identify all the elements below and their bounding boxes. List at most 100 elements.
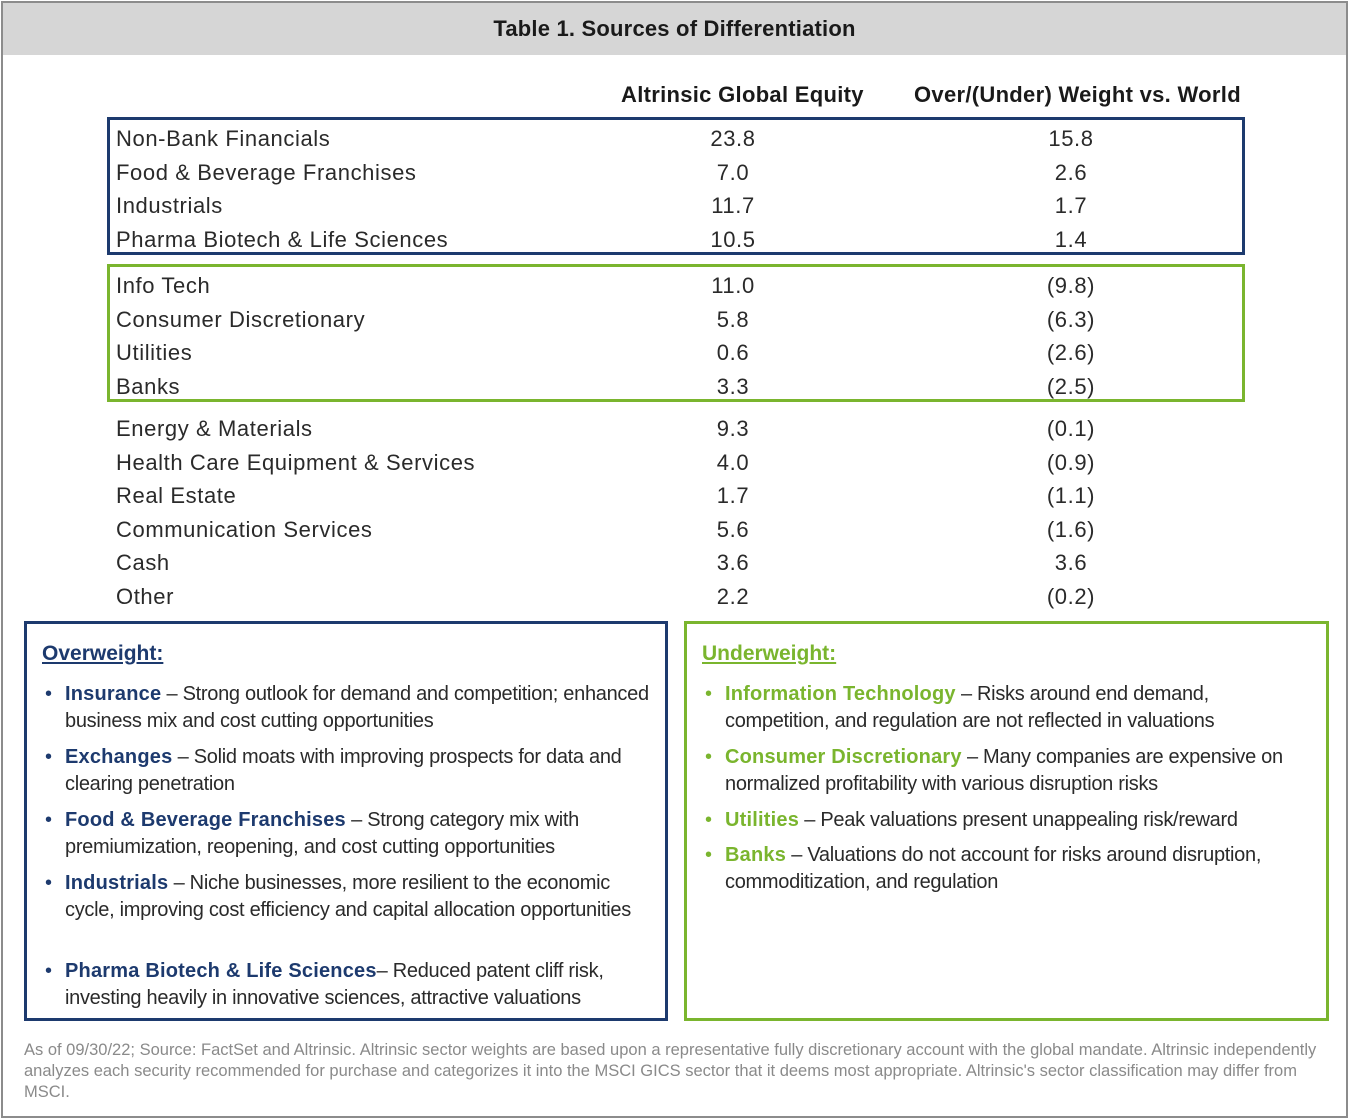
list-item: • Insurance – Strong outlook for demand a… (45, 681, 655, 735)
portfolio-weight: 4.0 (716, 450, 750, 475)
portfolio-weight: 3.6 (716, 550, 750, 575)
underweight-heading: Underweight: (702, 642, 837, 665)
relative-weight: 1.4 (1054, 227, 1088, 252)
overweight-group-box (107, 117, 1245, 255)
title-bar: Table 1. Sources of Differentiation (3, 3, 1346, 55)
list-item: • Food & Beverage Franchises – Strong cat… (45, 807, 655, 861)
bullet-term: Pharma Biotech & Life Sciences (65, 960, 377, 982)
sector-name: Energy & Materials (116, 416, 313, 441)
portfolio-weight: 11.0 (711, 273, 755, 298)
relative-weight: 2.6 (1054, 160, 1088, 185)
bullet-text: – Risks around end demand, competition, … (725, 683, 1215, 732)
bullet-icon: • (45, 683, 52, 705)
portfolio-weight: 5.8 (716, 307, 750, 332)
table-row: Banks 3.3 (2.5) (116, 368, 1236, 402)
list-item: • Exchanges – Solid moats with improving … (45, 744, 655, 798)
bullet-text: – Solid moats with improving prospects f… (65, 746, 622, 795)
relative-weight: (2.5) (1046, 374, 1096, 399)
portfolio-weight: 11.7 (711, 193, 755, 218)
sector-name: Health Care Equipment & Services (116, 450, 476, 475)
bullet-icon: • (705, 746, 712, 768)
bullet-icon: • (705, 844, 712, 866)
table-row: Pharma Biotech & Life Sciences 10.5 1.4 (116, 221, 1236, 255)
relative-weight: (1.1) (1046, 483, 1096, 508)
sector-name: Non-Bank Financials (116, 126, 331, 151)
underweight-group-box (107, 264, 1245, 402)
table-row: Utilities 0.6 (2.6) (116, 334, 1236, 368)
portfolio-weight: 9.3 (716, 416, 750, 441)
sector-name: Communication Services (116, 517, 373, 542)
sector-name: Food & Beverage Franchises (116, 160, 417, 185)
table-title: Table 1. Sources of Differentiation (493, 16, 856, 41)
bullet-term: Insurance (65, 683, 162, 705)
bullet-icon: • (705, 683, 712, 705)
sector-name: Cash (116, 550, 170, 575)
relative-weight: (2.6) (1046, 340, 1096, 365)
table-row: Other 2.2 (0.2) (116, 578, 1236, 612)
bullet-text: – Many companies are expensive on normal… (725, 746, 1283, 795)
sector-name: Real Estate (116, 483, 237, 508)
relative-weight: 15.8 (1048, 126, 1094, 151)
column-header-relative-weight: Over/(Under) Weight vs. World (914, 82, 1241, 107)
relative-weight: (9.8) (1046, 273, 1096, 298)
table-row: Info Tech 11.0 (9.8) (116, 267, 1236, 301)
bullet-term: Banks (725, 844, 787, 866)
table-row: Real Estate 1.7 (1.1) (116, 477, 1236, 511)
list-item: • Consumer Discretionary – Many companies… (705, 744, 1315, 798)
portfolio-weight: 0.6 (716, 340, 750, 365)
overweight-heading: Overweight: (42, 642, 164, 665)
bullet-term: Exchanges (65, 746, 173, 768)
portfolio-weight: 10.5 (710, 227, 756, 252)
list-item: • Pharma Biotech & Life Sciences– Reduced… (45, 958, 655, 1012)
bullet-term: Information Technology (725, 683, 956, 705)
relative-weight: (0.9) (1046, 450, 1096, 475)
sector-name: Info Tech (116, 273, 211, 298)
sector-name: Utilities (116, 340, 193, 365)
list-item: • Banks – Valuations do not account for r… (705, 842, 1315, 896)
column-header-portfolio-weight: Altrinsic Global Equity (621, 82, 864, 107)
list-item: • Utilities – Peak valuations present una… (705, 807, 1315, 834)
relative-weight: 3.6 (1054, 550, 1088, 575)
bullet-text: – Reduced patent cliff risk, investing h… (65, 960, 604, 1009)
table-row: Non-Bank Financials 23.8 15.8 (116, 120, 1236, 154)
underweight-panel: Underweight: • Information Technology – R… (684, 621, 1329, 1021)
relative-weight: (0.1) (1046, 416, 1096, 441)
overweight-panel: Overweight: • Insurance – Strong outlook … (24, 621, 668, 1021)
sector-name: Industrials (116, 193, 223, 218)
bullet-text: – Niche businesses, more resilient to th… (65, 872, 631, 921)
bullet-icon: • (45, 872, 52, 894)
table-row: Energy & Materials 9.3 (0.1) (116, 410, 1236, 444)
portfolio-weight: 3.3 (716, 374, 750, 399)
relative-weight: (0.2) (1046, 584, 1096, 609)
table-row: Communication Services 5.6 (1.6) (116, 511, 1236, 545)
bullet-icon: • (45, 746, 52, 768)
relative-weight: (6.3) (1046, 307, 1096, 332)
bullet-term: Utilities (725, 809, 800, 831)
portfolio-weight: 5.6 (716, 517, 750, 542)
bullet-term: Industrials (65, 872, 169, 894)
table-row: Food & Beverage Franchises 7.0 2.6 (116, 154, 1236, 188)
portfolio-weight: 2.2 (716, 584, 750, 609)
bullet-text: – Strong category mix with premiumizatio… (65, 809, 579, 858)
sector-name: Banks (116, 374, 181, 399)
table-row: Consumer Discretionary 5.8 (6.3) (116, 301, 1236, 335)
table-row: Cash 3.6 3.6 (116, 544, 1236, 578)
bullet-icon: • (45, 809, 52, 831)
bullet-text: – Peak valuations present unappealing ri… (799, 809, 1238, 831)
bullet-term: Consumer Discretionary (725, 746, 962, 768)
portfolio-weight: 1.7 (716, 483, 750, 508)
list-item: • Information Technology – Risks around e… (705, 681, 1315, 735)
sector-name: Pharma Biotech & Life Sciences (116, 227, 449, 252)
bullet-text: – Strong outlook for demand and competit… (65, 683, 649, 732)
bullet-icon: • (705, 809, 712, 831)
relative-weight: (1.6) (1046, 517, 1096, 542)
table-row: Industrials 11.7 1.7 (116, 187, 1236, 221)
relative-weight: 1.7 (1054, 193, 1088, 218)
sector-name: Consumer Discretionary (116, 307, 366, 332)
bullet-icon: • (45, 960, 52, 982)
table-row: Health Care Equipment & Services 4.0 (0.… (116, 444, 1236, 478)
bullet-text: – Valuations do not account for risks ar… (725, 844, 1262, 893)
list-item: • Industrials – Niche businesses, more re… (45, 870, 655, 924)
bullet-term: Food & Beverage Franchises (65, 809, 346, 831)
